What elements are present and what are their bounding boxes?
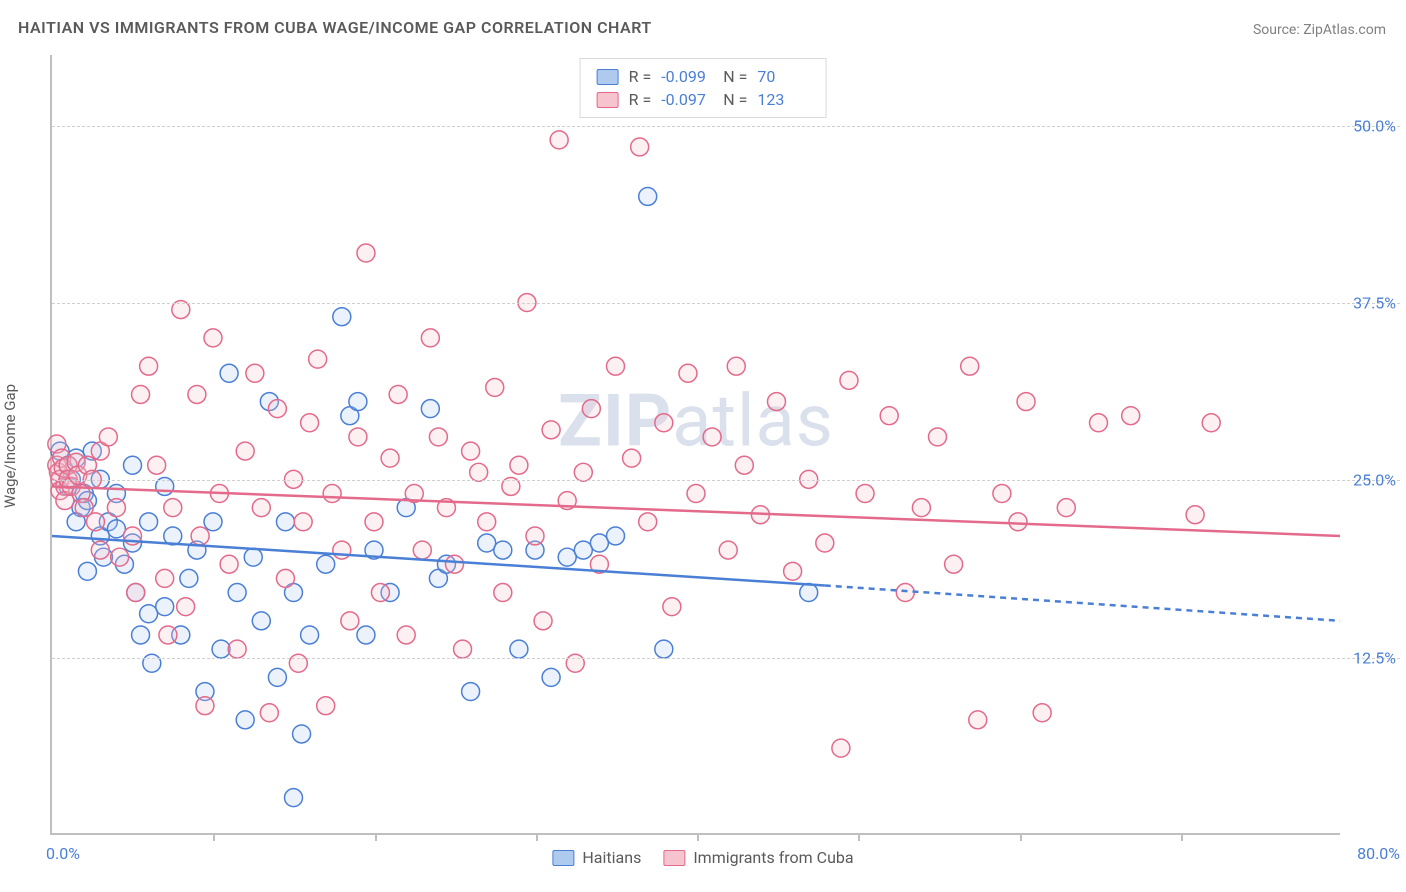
swatch-haitians <box>597 69 619 85</box>
n-label: N = <box>723 67 747 86</box>
swatch-haitians <box>552 850 574 866</box>
x-tick <box>697 833 699 841</box>
r-value-cuba: -0.097 <box>661 90 713 109</box>
y-tick-label: 12.5% <box>1353 648 1396 667</box>
n-value-haitians: 70 <box>757 67 809 86</box>
x-min-label: 0.0% <box>46 844 80 863</box>
chart-title: HAITIAN VS IMMIGRANTS FROM CUBA WAGE/INC… <box>18 18 652 37</box>
series-legend: Haitians Immigrants from Cuba <box>552 848 853 867</box>
y-tick-label: 25.0% <box>1353 471 1396 490</box>
legend-item-haitians: Haitians <box>552 848 641 867</box>
source-attribution: Source: ZipAtlas.com <box>1253 22 1386 38</box>
x-tick <box>1020 833 1022 841</box>
chart-svg <box>52 55 1340 833</box>
x-tick <box>213 833 215 841</box>
x-tick <box>1181 833 1183 841</box>
x-tick <box>375 833 377 841</box>
grid-line <box>52 303 1400 304</box>
legend-label-cuba: Immigrants from Cuba <box>693 848 853 867</box>
grid-line <box>52 658 1400 659</box>
y-axis-label: Wage/Income Gap <box>1 384 19 508</box>
n-value-cuba: 123 <box>757 90 809 109</box>
r-value-haitians: -0.099 <box>661 67 713 86</box>
legend-label-haitians: Haitians <box>582 848 641 867</box>
legend-row-haitians: R = -0.099 N = 70 <box>597 65 810 88</box>
n-label: N = <box>723 90 747 109</box>
legend-row-cuba: R = -0.097 N = 123 <box>597 88 810 111</box>
grid-line <box>52 480 1400 481</box>
x-max-label: 80.0% <box>1357 844 1400 863</box>
swatch-cuba <box>597 92 619 108</box>
legend-item-cuba: Immigrants from Cuba <box>663 848 853 867</box>
correlation-legend: R = -0.099 N = 70 R = -0.097 N = 123 <box>580 58 827 118</box>
swatch-cuba <box>663 850 685 866</box>
scatter-plot: ZIPatlas 0.0% 80.0% 12.5%25.0%37.5%50.0% <box>50 55 1340 835</box>
x-tick <box>536 833 538 841</box>
y-tick-label: 37.5% <box>1353 294 1396 313</box>
r-label: R = <box>629 67 652 86</box>
x-tick <box>858 833 860 841</box>
grid-line <box>52 126 1400 127</box>
r-label: R = <box>629 90 652 109</box>
y-tick-label: 50.0% <box>1353 116 1396 135</box>
